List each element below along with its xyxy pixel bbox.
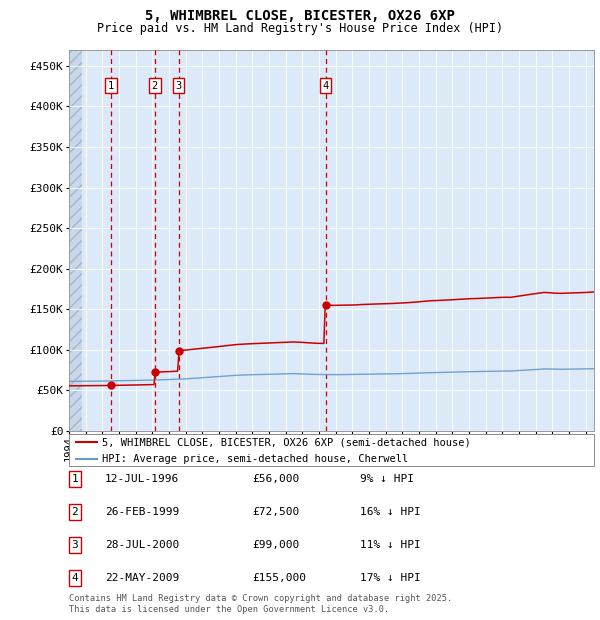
Text: 28-JUL-2000: 28-JUL-2000 [105,540,179,550]
Text: 12-JUL-1996: 12-JUL-1996 [105,474,179,484]
FancyBboxPatch shape [69,434,594,466]
Text: Contains HM Land Registry data © Crown copyright and database right 2025.
This d: Contains HM Land Registry data © Crown c… [69,595,452,614]
Text: 2: 2 [152,81,158,91]
Text: 4: 4 [71,573,79,583]
Text: £56,000: £56,000 [252,474,299,484]
Text: 26-FEB-1999: 26-FEB-1999 [105,507,179,517]
Text: 4: 4 [322,81,329,91]
Text: £99,000: £99,000 [252,540,299,550]
Text: 16% ↓ HPI: 16% ↓ HPI [360,507,421,517]
Text: 2: 2 [71,507,79,517]
Text: 3: 3 [175,81,182,91]
Text: £155,000: £155,000 [252,573,306,583]
Text: HPI: Average price, semi-detached house, Cherwell: HPI: Average price, semi-detached house,… [101,454,408,464]
Text: 9% ↓ HPI: 9% ↓ HPI [360,474,414,484]
Text: 22-MAY-2009: 22-MAY-2009 [105,573,179,583]
Text: 5, WHIMBREL CLOSE, BICESTER, OX26 6XP (semi-detached house): 5, WHIMBREL CLOSE, BICESTER, OX26 6XP (s… [101,437,470,447]
Text: 1: 1 [71,474,79,484]
Text: Price paid vs. HM Land Registry's House Price Index (HPI): Price paid vs. HM Land Registry's House … [97,22,503,35]
Text: £72,500: £72,500 [252,507,299,517]
Text: 1: 1 [108,81,114,91]
Text: 3: 3 [71,540,79,550]
Text: 11% ↓ HPI: 11% ↓ HPI [360,540,421,550]
Text: 5, WHIMBREL CLOSE, BICESTER, OX26 6XP: 5, WHIMBREL CLOSE, BICESTER, OX26 6XP [145,9,455,24]
Text: 17% ↓ HPI: 17% ↓ HPI [360,573,421,583]
